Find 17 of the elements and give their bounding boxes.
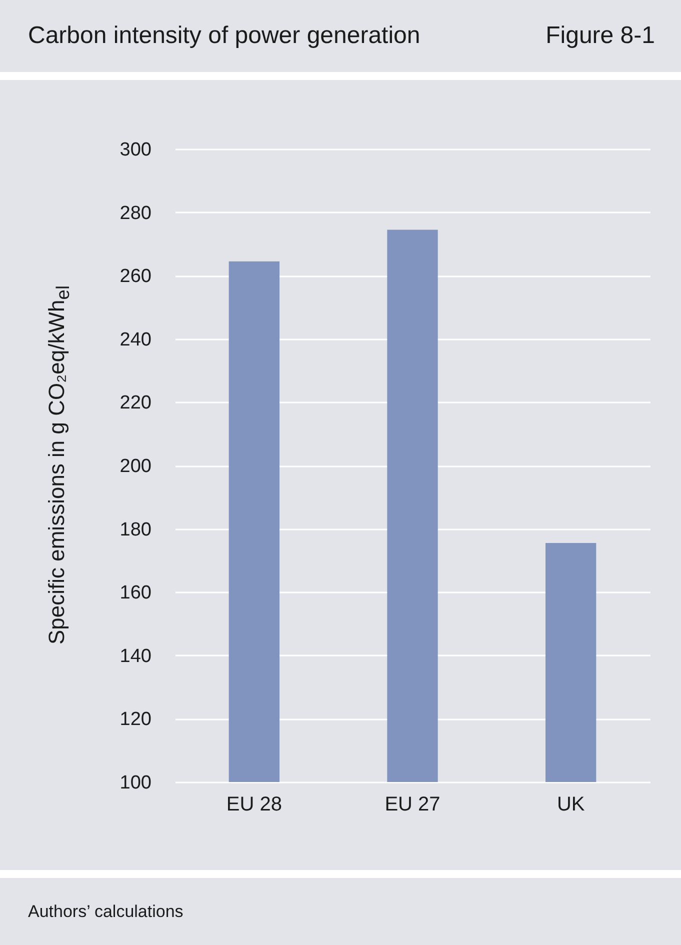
x-tick-label: EU 27 xyxy=(384,794,440,816)
y-tick-label: 140 xyxy=(120,646,152,667)
text: Authors’ calculations xyxy=(28,902,184,922)
caption: Figure 8-1 xyxy=(546,22,655,50)
y-tick-label: 260 xyxy=(120,266,152,288)
y-tick-label: 300 xyxy=(120,140,152,160)
chart-title: Carbon intensity of power generation xyxy=(28,22,420,50)
y-tick-label: 200 xyxy=(120,456,152,477)
y-tick-label: 280 xyxy=(120,202,152,224)
x-tick-label: UK xyxy=(556,794,586,816)
x-tick-label: EU 28 xyxy=(226,794,282,816)
y-tick-label: 120 xyxy=(120,709,152,730)
y-tick-label: 100 xyxy=(120,772,152,794)
y-tick-label: 180 xyxy=(120,519,152,540)
y-tick-label: 220 xyxy=(120,392,152,414)
y-tick-label: 240 xyxy=(120,329,152,350)
y-tick-label: 160 xyxy=(120,582,152,604)
